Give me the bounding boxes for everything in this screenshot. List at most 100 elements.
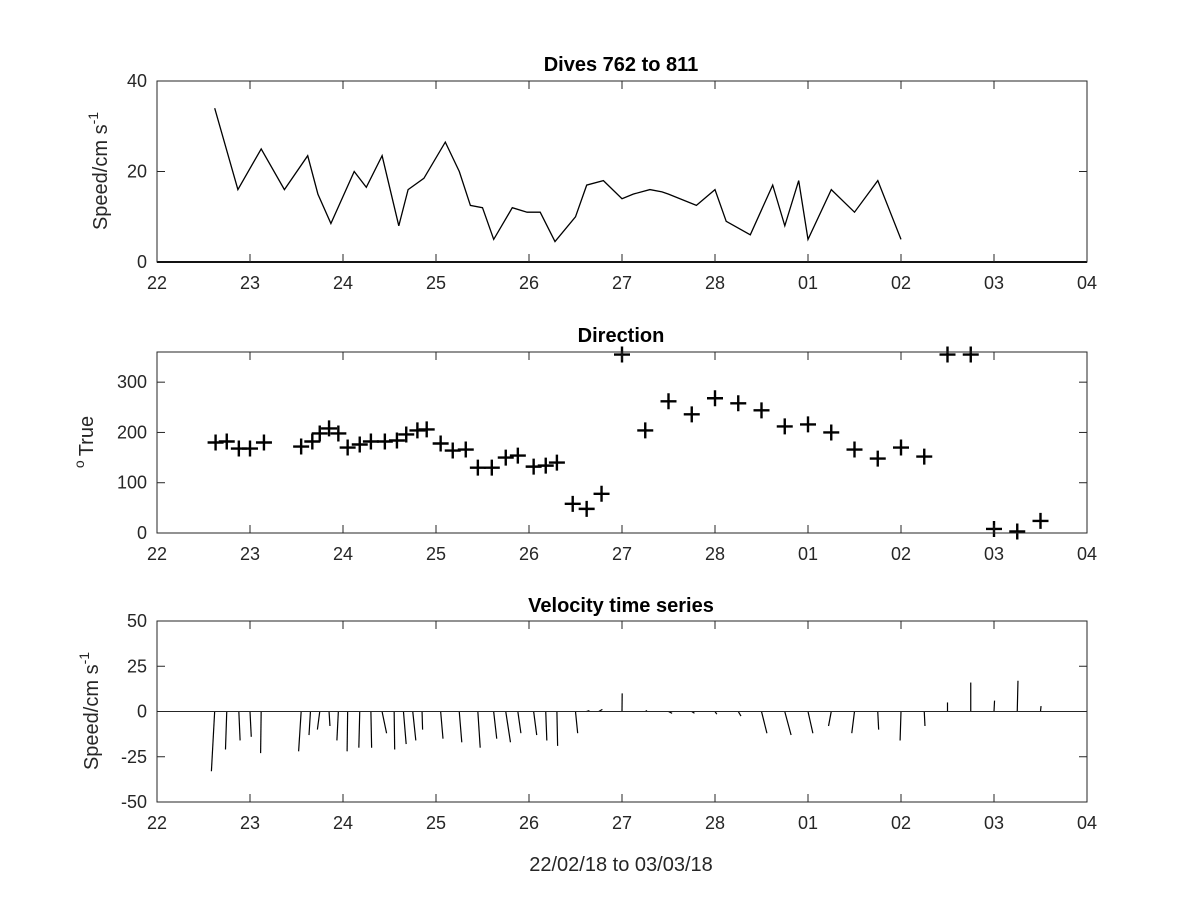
speed-ylabel-sup: -1 <box>85 112 101 125</box>
velocity-stick <box>505 711 512 743</box>
velocity-stick <box>737 711 742 717</box>
direction-marks <box>207 346 1049 540</box>
x-tick-label: 24 <box>333 813 353 833</box>
direction-point <box>893 439 909 456</box>
speed-x-ticks: 22 23 24 25 26 27 28 01 02 03 04 <box>147 81 1097 293</box>
velocity-stick <box>421 711 424 730</box>
direction-point <box>846 441 863 458</box>
direction-point <box>683 406 700 423</box>
velocity-x-ticks: 22 23 24 25 26 27 28 01 02 03 04 <box>147 621 1097 833</box>
velocity-stick <box>316 711 321 730</box>
x-tick-label: 25 <box>426 544 446 564</box>
direction-point <box>242 440 258 457</box>
velocity-ylabel-text: Speed/cm s <box>81 664 103 770</box>
speed-series-line <box>214 108 902 243</box>
velocity-stick <box>477 711 481 748</box>
direction-point <box>432 435 449 452</box>
x-tick-label: 23 <box>240 273 260 293</box>
velocity-stick <box>381 711 388 734</box>
velocity-stick <box>224 711 228 750</box>
y-tick-label: 0 <box>137 523 147 543</box>
velocity-stick <box>877 711 880 730</box>
direction-x-ticks: 22 23 24 25 26 27 28 01 02 03 04 <box>147 352 1097 564</box>
y-tick-label: 200 <box>117 422 147 442</box>
direction-point <box>1009 523 1026 540</box>
velocity-stick <box>238 711 241 741</box>
direction-chart-title: Direction <box>578 325 665 347</box>
velocity-stick <box>393 711 396 750</box>
velocity-stick <box>545 711 548 741</box>
direction-axes-box <box>156 351 1088 534</box>
y-tick-label: 0 <box>137 702 147 722</box>
y-tick-label: -25 <box>121 747 147 767</box>
x-tick-label: 04 <box>1077 544 1097 564</box>
velocity-stick <box>298 711 302 752</box>
x-tick-label: 02 <box>891 813 911 833</box>
direction-ylabel-sup: o <box>71 460 87 468</box>
direction-point <box>255 434 272 451</box>
direction-ylabel-text: True <box>76 416 98 456</box>
x-tick-label: 22 <box>147 273 167 293</box>
x-tick-label: 22 <box>147 813 167 833</box>
x-tick-label: 23 <box>240 544 260 564</box>
direction-point <box>548 454 565 471</box>
velocity-ylabel: Speed/cm s-1 <box>76 652 103 770</box>
velocity-stick <box>517 711 522 734</box>
direction-point <box>339 439 356 456</box>
x-tick-label: 25 <box>426 273 446 293</box>
velocity-stick <box>556 711 559 746</box>
velocity-stick <box>899 711 902 741</box>
y-tick-label: 50 <box>127 611 147 631</box>
y-tick-label: 20 <box>127 162 147 182</box>
speed-y-ticks: 0 20 40 <box>127 71 1087 272</box>
velocity-stick <box>249 711 252 737</box>
direction-point <box>218 433 235 450</box>
x-tick-label: 02 <box>891 273 911 293</box>
velocity-stick <box>574 711 579 734</box>
x-tick-label: 03 <box>984 273 1004 293</box>
velocity-stick <box>923 711 926 727</box>
velocity-ylabel-sup: -1 <box>76 652 92 665</box>
direction-point <box>362 433 379 450</box>
direction-point <box>537 457 554 474</box>
x-tick-label: 01 <box>798 273 818 293</box>
direction-point <box>304 433 321 450</box>
velocity-stick <box>210 711 216 772</box>
direction-y-ticks: 0 100 200 300 <box>117 372 1087 543</box>
direction-point <box>469 459 486 476</box>
y-tick-label: 300 <box>117 372 147 392</box>
direction-point <box>707 390 723 407</box>
speed-ylabel: Speed/cm s-1 <box>85 112 112 230</box>
direction-point <box>509 447 526 464</box>
velocity-stick <box>308 711 312 736</box>
direction-point <box>916 448 933 465</box>
x-tick-label: 04 <box>1077 813 1097 833</box>
velocity-stick <box>533 711 538 736</box>
x-tick-label: 26 <box>519 813 539 833</box>
velocity-stick <box>493 711 498 739</box>
direction-point <box>293 438 310 455</box>
velocity-stick <box>358 711 361 748</box>
x-tick-label: 28 <box>705 544 725 564</box>
direction-point <box>1032 512 1049 529</box>
velocity-stick <box>1016 680 1019 712</box>
velocity-marks <box>157 680 1087 772</box>
y-tick-label: 40 <box>127 71 147 91</box>
x-tick-label: 23 <box>240 813 260 833</box>
velocity-stick <box>760 711 768 734</box>
velocity-stick <box>336 711 339 741</box>
x-tick-label: 03 <box>984 813 1004 833</box>
direction-point <box>660 393 677 410</box>
velocity-stick <box>260 711 262 754</box>
y-tick-label: 0 <box>137 252 147 272</box>
direction-point <box>962 346 979 363</box>
x-tick-label: 28 <box>705 273 725 293</box>
direction-point <box>351 436 368 453</box>
x-tick-label: 01 <box>798 544 818 564</box>
direction-point <box>730 395 747 412</box>
speed-chart-title: Dives 762 to 811 <box>544 54 699 76</box>
speed-marks <box>157 108 1087 263</box>
